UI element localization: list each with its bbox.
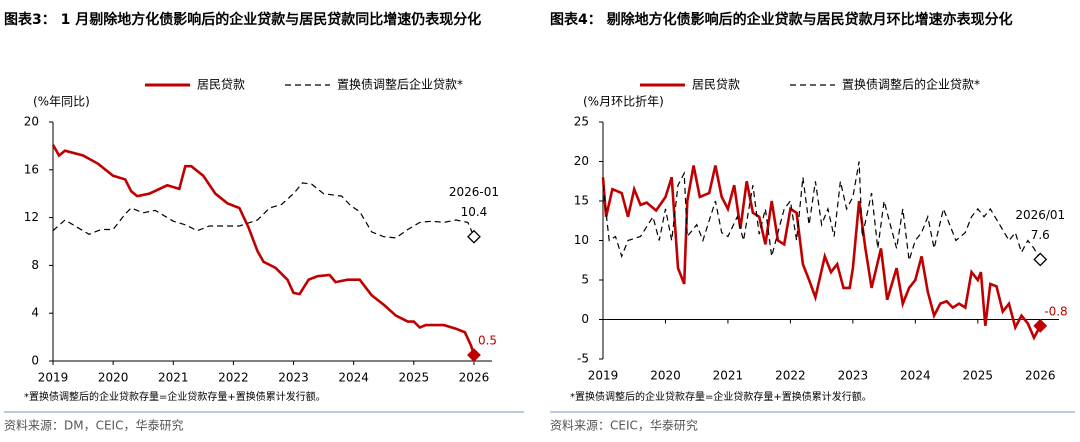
chart-title: 图表3： 1 月剔除地方化债影响后的企业贷款与居民贷款同比增速仍表现分化 — [4, 11, 481, 28]
series-line — [52, 182, 475, 239]
annotation: 2026/01 — [1015, 208, 1065, 222]
y-tick-label: 16 — [24, 162, 39, 176]
y-tick-label: 0 — [581, 312, 589, 326]
footnote: *置换债调整后的企业贷款存量=企业贷款存量+置换债累计发行额。 — [570, 390, 872, 403]
y-tick-label: -5 — [577, 352, 589, 366]
x-tick-label: 2020 — [98, 371, 129, 385]
x-tick-label: 2023 — [838, 369, 869, 383]
series-line — [601, 165, 1042, 341]
data-label: 10.4 — [461, 205, 488, 219]
legend-label: 置换债调整后企业贷款* — [337, 77, 463, 92]
series-line — [602, 161, 1041, 261]
y-tick-label: 12 — [24, 210, 39, 224]
annotation: 2026-01 — [449, 185, 499, 199]
footnote: *置换债调整后的企业贷款存量=企业贷款存量+置换债累计发行额。 — [24, 390, 326, 403]
y-axis-label: (%月环比折年) — [583, 94, 664, 109]
x-tick-label: 2025 — [399, 371, 430, 385]
x-tick-label: 2026 — [1025, 369, 1056, 383]
y-tick-label: 25 — [574, 115, 589, 129]
x-tick-label: 2026 — [459, 371, 490, 385]
legend-label: 置换债调整后的企业贷款* — [842, 77, 980, 92]
x-tick-label: 2019 — [38, 371, 69, 385]
end-marker — [467, 348, 481, 362]
y-tick-label: 0 — [31, 354, 39, 368]
source: 资料来源：CEIC，华泰研究 — [550, 418, 698, 433]
x-tick-label: 2021 — [158, 371, 189, 385]
end-marker — [1033, 318, 1048, 333]
y-tick-label: 4 — [31, 306, 39, 320]
y-axis-label: (%年同比) — [33, 95, 90, 109]
legend-label: 居民贷款 — [692, 78, 740, 92]
x-tick-label: 2021 — [713, 369, 744, 383]
end-marker — [1033, 252, 1048, 267]
x-tick-label: 2022 — [775, 369, 806, 383]
x-tick-label: 2025 — [963, 369, 994, 383]
source: 资料来源：DM，CEIC，华泰研究 — [4, 418, 183, 433]
data-label: -0.8 — [1044, 304, 1067, 318]
x-tick-label: 2024 — [338, 371, 369, 385]
x-tick-label: 2020 — [650, 369, 681, 383]
x-tick-label: 2024 — [900, 369, 931, 383]
series-line — [51, 144, 476, 356]
y-tick-label: 15 — [574, 194, 589, 208]
end-marker — [467, 229, 481, 244]
legend-label: 居民贷款 — [197, 78, 245, 92]
y-tick-label: 5 — [581, 273, 589, 287]
y-tick-label: 10 — [574, 233, 589, 247]
x-tick-label: 2019 — [588, 369, 619, 383]
data-label: 0.5 — [478, 334, 497, 348]
x-tick-label: 2023 — [278, 371, 309, 385]
y-tick-label: 20 — [574, 154, 589, 168]
data-label: 7.6 — [1031, 228, 1050, 242]
y-tick-label: 20 — [24, 115, 39, 129]
x-tick-label: 2022 — [218, 371, 249, 385]
y-tick-label: 8 — [31, 258, 39, 272]
chart-title: 图表4： 剔除地方化债影响后的企业贷款与居民贷款月环比增速亦表现分化 — [550, 11, 1013, 28]
